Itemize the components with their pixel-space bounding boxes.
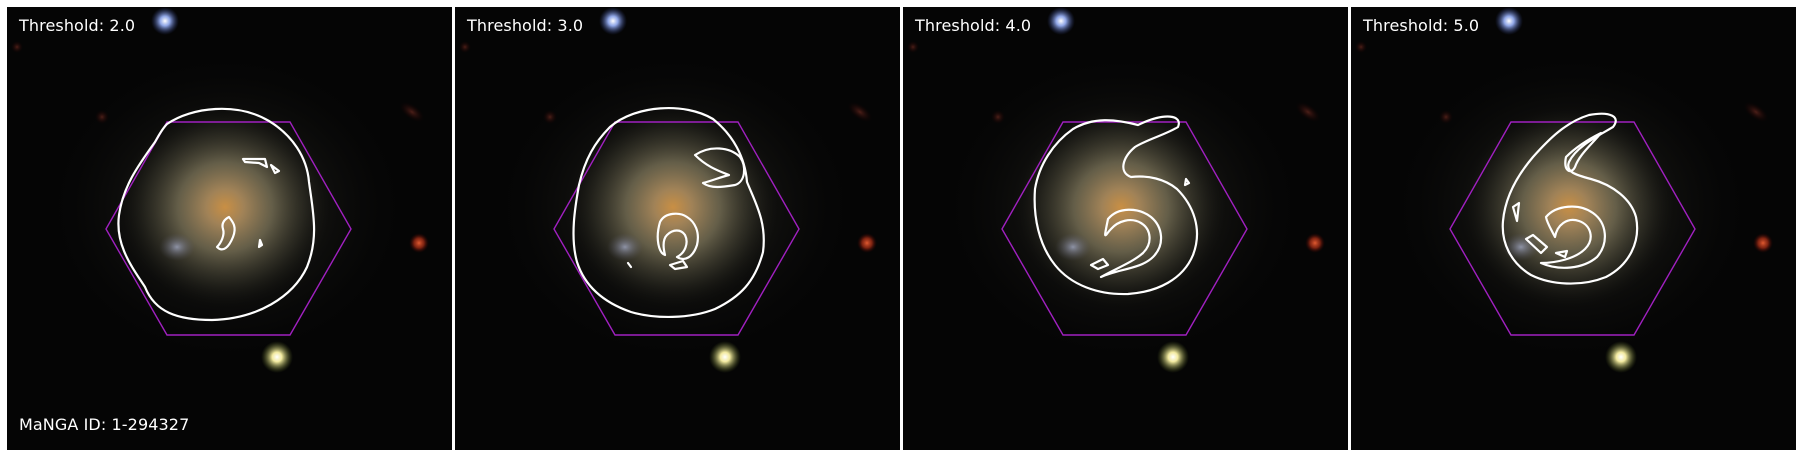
contour-lines [1033,115,1198,296]
star-yellow [709,341,741,373]
star-blue [1495,7,1523,35]
contour-lines [1501,112,1639,285]
contour-lines [117,107,316,322]
star-yellow [261,341,293,373]
threshold-label: Threshold: 3.0 [467,16,584,35]
image-panel-2: Threshold: 3.0 [455,7,900,450]
ifu-hexagon [1001,121,1248,336]
galaxy-image-3 [907,7,1325,373]
ifu-hexagon [105,121,352,336]
image-panel-3: Threshold: 4.0 [903,7,1348,450]
galaxy-scene [11,7,429,373]
threshold-label: Threshold: 4.0 [915,16,1032,35]
galaxy-scene [1355,7,1773,373]
manga-id-label: MaNGA ID: 1-294327 [19,415,190,434]
image-panel-1: Threshold: 2.0 MaNGA ID: 1-294327 [7,7,452,450]
galaxy-scene [459,7,877,373]
contour-lines [572,107,765,318]
ifu-hexagon [553,121,800,336]
galaxy-scene [907,7,1325,373]
star-red [1753,233,1773,253]
threshold-label: Threshold: 2.0 [19,16,136,35]
star-red [409,233,429,253]
star-red [857,233,877,253]
galaxy-image-4 [1355,7,1773,373]
image-panel-4: Threshold: 5.0 [1351,7,1796,450]
threshold-label: Threshold: 5.0 [1363,16,1480,35]
ifu-hexagon [1449,121,1696,336]
star-yellow [1605,341,1637,373]
star-blue [1047,7,1075,35]
star-blue [151,7,179,35]
star-yellow [1157,341,1189,373]
star-red [1305,233,1325,253]
galaxy-image-2 [459,7,877,373]
star-blue [599,7,627,35]
galaxy-image-1 [11,7,429,373]
